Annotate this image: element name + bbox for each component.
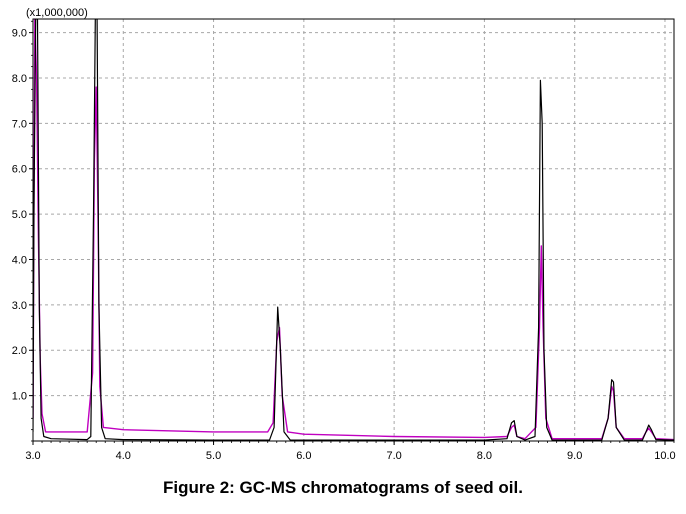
x-tick-label: 4.0 <box>116 450 131 462</box>
y-tick-label: 7.0 <box>12 118 27 130</box>
x-tick-label: 8.0 <box>477 450 492 462</box>
x-tick-label: 10.0 <box>654 450 675 462</box>
x-tick-label: 7.0 <box>386 450 401 462</box>
series-line-1 <box>33 19 674 441</box>
y-tick-label: 2.0 <box>12 345 27 357</box>
axes: 3.0 4.0 5.0 6.0 7.0 8.0 9.0 10.0 1.0 2.0 3.0 4.0 5.0… <box>12 20 676 462</box>
y-tick-label: 5.0 <box>12 209 27 221</box>
x-tick-label: 9.0 <box>567 450 582 462</box>
plot-background <box>0 0 686 470</box>
y-tick-label: 1.0 <box>12 391 27 403</box>
chromatogram-chart: 3.0 4.0 5.0 6.0 7.0 8.0 9.0 10.0 1.0 2.0 3.0 4.0 5.0… <box>0 0 686 470</box>
plot-frame <box>32 18 675 442</box>
y-tick-label: 9.0 <box>12 28 27 40</box>
y-tick-label: 4.0 <box>12 254 27 266</box>
y-tick-label: 3.0 <box>12 300 27 312</box>
x-tick-label: 6.0 <box>296 450 311 462</box>
x-tick-label: 3.0 <box>25 450 40 462</box>
figure-caption: Figure 2: GC-MS chromatograms of seed oi… <box>163 478 523 497</box>
y-tick-label: 8.0 <box>12 73 27 85</box>
x-tick-label: 5.0 <box>206 450 221 462</box>
series-layer <box>33 19 674 441</box>
grid-lines <box>33 19 674 441</box>
y-multiplier-label: (x1,000,000) <box>26 7 88 19</box>
y-tick-label: 6.0 <box>12 164 27 176</box>
